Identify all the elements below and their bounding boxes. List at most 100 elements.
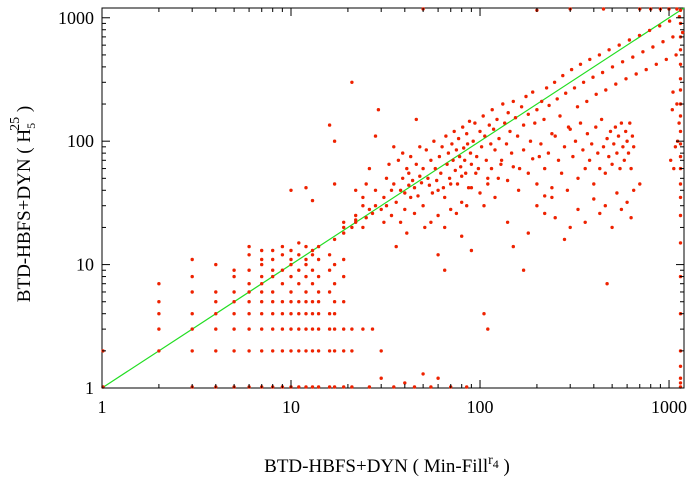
data-point	[550, 195, 554, 200]
data-point	[405, 231, 409, 235]
data-point	[625, 139, 629, 143]
data-point	[429, 220, 433, 224]
data-point	[271, 248, 275, 253]
data-point	[678, 364, 683, 368]
data-point	[661, 40, 665, 44]
data-point	[565, 188, 570, 192]
data-point	[429, 385, 433, 389]
data-point	[247, 349, 251, 353]
data-point	[332, 182, 337, 186]
data-point	[568, 225, 572, 230]
data-point	[394, 200, 398, 204]
data-point	[591, 75, 595, 79]
data-point	[443, 225, 447, 230]
data-point	[432, 139, 436, 143]
data-point	[440, 145, 444, 149]
data-point	[629, 166, 633, 171]
data-point	[332, 282, 337, 286]
data-point	[327, 349, 332, 353]
data-point	[214, 262, 218, 267]
data-point	[617, 43, 621, 47]
data-point	[332, 139, 337, 143]
data-point	[598, 211, 602, 216]
data-point	[678, 376, 683, 380]
data-point	[310, 253, 315, 257]
data-point	[531, 90, 535, 94]
data-point	[384, 176, 389, 180]
x-axis-label-main: BTD-HBFS+DYN ( Min-Fill	[264, 456, 488, 477]
data-point	[403, 381, 407, 385]
data-point	[297, 327, 301, 331]
data-point	[592, 197, 596, 201]
data-point	[601, 145, 606, 149]
data-point	[304, 244, 308, 249]
data-point	[651, 45, 655, 49]
data-point	[190, 312, 194, 316]
data-point	[190, 257, 194, 262]
data-point	[332, 300, 337, 304]
data-point	[418, 174, 422, 178]
data-point	[232, 327, 236, 331]
data-point	[504, 142, 509, 146]
data-point	[316, 349, 321, 353]
data-point	[271, 312, 275, 316]
data-point	[354, 220, 358, 224]
data-point	[247, 290, 251, 294]
data-point	[558, 114, 562, 118]
data-point	[316, 300, 321, 304]
data-point	[289, 274, 293, 279]
data-point	[429, 158, 433, 162]
data-point	[361, 327, 365, 331]
data-point	[361, 225, 365, 230]
data-point	[436, 376, 440, 380]
data-point	[466, 186, 471, 190]
data-point	[427, 183, 432, 187]
data-point	[678, 154, 683, 159]
data-point	[409, 195, 413, 200]
data-point	[190, 327, 194, 331]
data-point	[562, 145, 567, 149]
data-point	[493, 195, 497, 200]
data-point	[364, 182, 368, 186]
data-point	[280, 312, 285, 316]
y-axis-label-sub: 5	[24, 123, 38, 129]
data-point	[607, 154, 611, 159]
data-point	[598, 166, 602, 171]
data-point	[289, 262, 293, 267]
data-point	[454, 211, 459, 216]
data-point	[247, 327, 251, 331]
data-point	[392, 182, 396, 186]
data-point	[628, 121, 632, 125]
data-point	[310, 268, 315, 272]
data-point	[479, 145, 484, 149]
data-point	[232, 274, 236, 279]
data-point	[389, 188, 394, 192]
data-point	[493, 148, 497, 152]
data-point	[489, 166, 494, 171]
data-point	[600, 70, 605, 75]
data-point	[675, 102, 679, 106]
data-point	[396, 158, 401, 162]
data-point	[561, 73, 565, 78]
data-point	[260, 282, 264, 286]
data-point	[403, 207, 407, 212]
data-point	[678, 241, 683, 245]
data-point	[327, 253, 332, 257]
data-point	[587, 158, 592, 162]
data-point	[601, 7, 606, 11]
data-point	[484, 158, 488, 162]
data-point	[232, 290, 236, 294]
data-point	[310, 198, 315, 203]
data-point	[476, 166, 481, 171]
data-point	[247, 268, 251, 272]
data-point	[289, 188, 293, 192]
data-point	[316, 257, 321, 262]
data-point	[516, 188, 521, 192]
data-point	[511, 244, 515, 249]
data-point	[544, 86, 549, 90]
data-point	[342, 349, 346, 353]
data-point	[373, 134, 378, 138]
data-point	[678, 182, 683, 186]
data-point	[414, 117, 418, 122]
data-point	[499, 162, 503, 166]
